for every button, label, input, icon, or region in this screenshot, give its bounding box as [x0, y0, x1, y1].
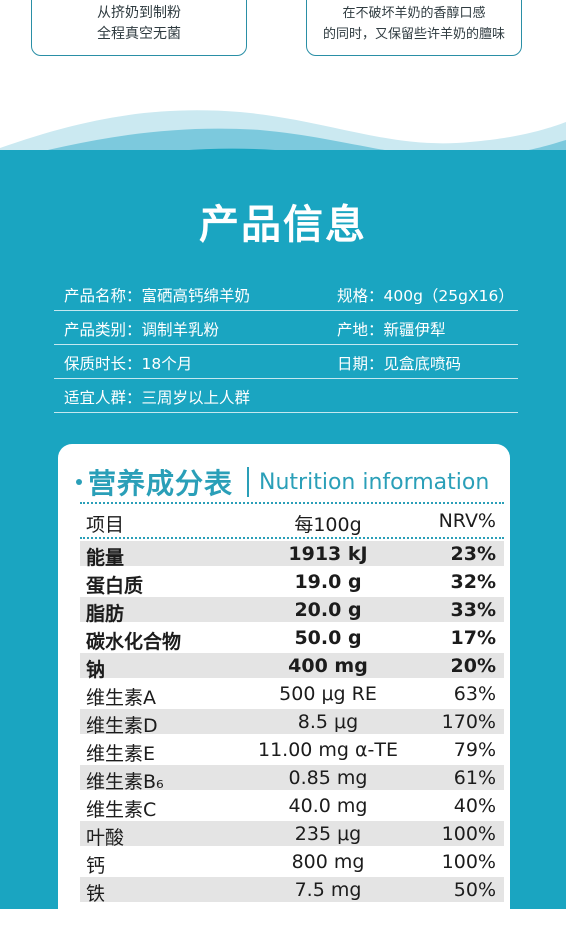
nutrient-nrv: 23%: [450, 543, 496, 565]
feature-card-right-line1: 在不破坏羊奶的香醇口感: [342, 6, 486, 21]
nutrient-name: 维生素C: [86, 799, 157, 821]
info-row: 产品名称：富硒高钙绵羊奶 规格：400g（25gX16）: [54, 276, 518, 311]
nutrient-name: 能量: [86, 547, 125, 569]
table-row: 碳水化合物 50.0 g 17%: [80, 625, 504, 653]
info-row-left: 保质时长：18个月: [64, 355, 193, 373]
table-row: 叶酸 235 μg 100%: [80, 821, 504, 849]
dotted-divider: [80, 537, 504, 539]
nutrient-nrv: 40%: [453, 795, 496, 817]
feature-card-left: 从挤奶到制粉 全程真空无菌: [31, 0, 247, 56]
nutrient-name: 维生素A: [86, 687, 156, 709]
nutrient-nrv: 100%: [441, 851, 496, 873]
nutrient-nrv: 170%: [441, 711, 496, 733]
nutrient-name: 钙: [86, 855, 106, 877]
table-row: 蛋白质 19.0 g 32%: [80, 569, 504, 597]
dotted-divider: [80, 502, 504, 504]
table-row: 维生素E 11.00 mg α-TE 79%: [80, 737, 504, 765]
nutrient-name: 维生素B₆: [86, 771, 164, 793]
nutrient-value: 11.00 mg α-TE: [257, 739, 399, 761]
info-row: 产品类别：调制羊乳粉 产地：新疆伊犁: [54, 310, 518, 345]
feature-card-left-line1: 从挤奶到制粉: [97, 5, 181, 21]
nutrient-nrv: 33%: [450, 599, 496, 621]
nutrient-name: 维生素D: [86, 715, 158, 737]
nutrient-nrv: 20%: [450, 655, 496, 677]
nutrient-nrv: 63%: [453, 683, 496, 705]
nutrient-value: 8.5 μg: [297, 711, 359, 733]
info-row-left: 产品类别：调制羊乳粉: [64, 321, 220, 339]
table-row: 钙 800 mg 100%: [80, 849, 504, 877]
info-row: 保质时长：18个月 日期：见盒底喷码: [54, 344, 518, 379]
nutrient-value: 235 μg: [294, 823, 362, 845]
table-row: 脂肪 20.0 g 33%: [80, 597, 504, 625]
nutrient-value: 20.0 g: [294, 599, 362, 621]
nutrition-card: 营养成分表 Nutrition information 项目 每100g NRV…: [58, 444, 510, 944]
nutrient-value: 500 μg RE: [279, 683, 377, 705]
nutrition-title-cn: 营养成分表: [88, 467, 234, 500]
nutrition-header: 营养成分表 Nutrition information: [76, 462, 489, 502]
nutrient-nrv: 79%: [453, 739, 496, 761]
nutrient-nrv: 61%: [453, 767, 496, 789]
nutrient-nrv: 32%: [450, 571, 496, 593]
feature-card-right: 在不破坏羊奶的香醇口感 的同时，又保留些许羊奶的膻味: [306, 0, 522, 56]
table-row: 维生素B₆ 0.85 mg 61%: [80, 765, 504, 793]
nutrient-name: 叶酸: [86, 827, 125, 849]
info-row-right: 产地：新疆伊犁: [337, 321, 446, 339]
nutrient-nrv: 17%: [450, 627, 496, 649]
nutrient-name: 蛋白质: [86, 575, 144, 597]
info-row-left: 产品名称：富硒高钙绵羊奶: [64, 287, 251, 305]
header-nrv: NRV%: [438, 510, 496, 532]
info-row-right: 规格：400g（25gX16）: [337, 287, 514, 305]
table-row: 钠 400 mg 20%: [80, 653, 504, 681]
feature-card-right-line2: 的同时，又保留些许羊奶的膻味: [322, 27, 505, 42]
feature-card-left-line2: 全程真空无菌: [97, 26, 181, 42]
nutrient-name: 脂肪: [86, 603, 125, 625]
nutrient-value: 400 mg: [288, 655, 368, 677]
table-row: 维生素C 40.0 mg 40%: [80, 793, 504, 821]
product-info-title: 产品信息: [199, 202, 367, 248]
info-row-left: 适宜人群：三周岁以上人群: [64, 389, 251, 407]
nutrient-name: 碳水化合物: [86, 631, 182, 653]
nutrient-name: 维生素E: [86, 743, 156, 765]
nutrient-name: 铁: [86, 883, 106, 905]
nutrient-value: 50.0 g: [294, 627, 362, 649]
table-row: 能量 1913 kJ 23%: [80, 541, 504, 569]
header-per: 每100g: [294, 514, 362, 536]
nutrient-value: 40.0 mg: [288, 795, 368, 817]
header-item: 项目: [86, 514, 125, 536]
nutrition-title-en: Nutrition information: [259, 469, 490, 495]
nutrient-value: 7.5 mg: [294, 879, 362, 901]
table-row: 铁 7.5 mg 50%: [80, 877, 504, 905]
nutrient-nrv: 50%: [453, 879, 496, 901]
bullet-icon: [76, 479, 82, 485]
nutrient-name: 钠: [86, 659, 106, 681]
title-divider: [247, 467, 250, 497]
nutrient-value: 1913 kJ: [288, 543, 368, 565]
nutrient-value: 19.0 g: [294, 571, 362, 593]
table-header-row: 项目 每100g NRV%: [80, 508, 504, 536]
table-row: 维生素D 8.5 μg 170%: [80, 709, 504, 737]
nutrient-value: 0.85 mg: [288, 767, 368, 789]
table-row: 维生素A 500 μg RE 63%: [80, 681, 504, 709]
nutrient-value: 800 mg: [291, 851, 365, 873]
info-row: 适宜人群：三周岁以上人群: [54, 378, 518, 413]
nutrient-nrv: 100%: [441, 823, 496, 845]
info-row-right: 日期：见盒底喷码: [337, 355, 462, 373]
